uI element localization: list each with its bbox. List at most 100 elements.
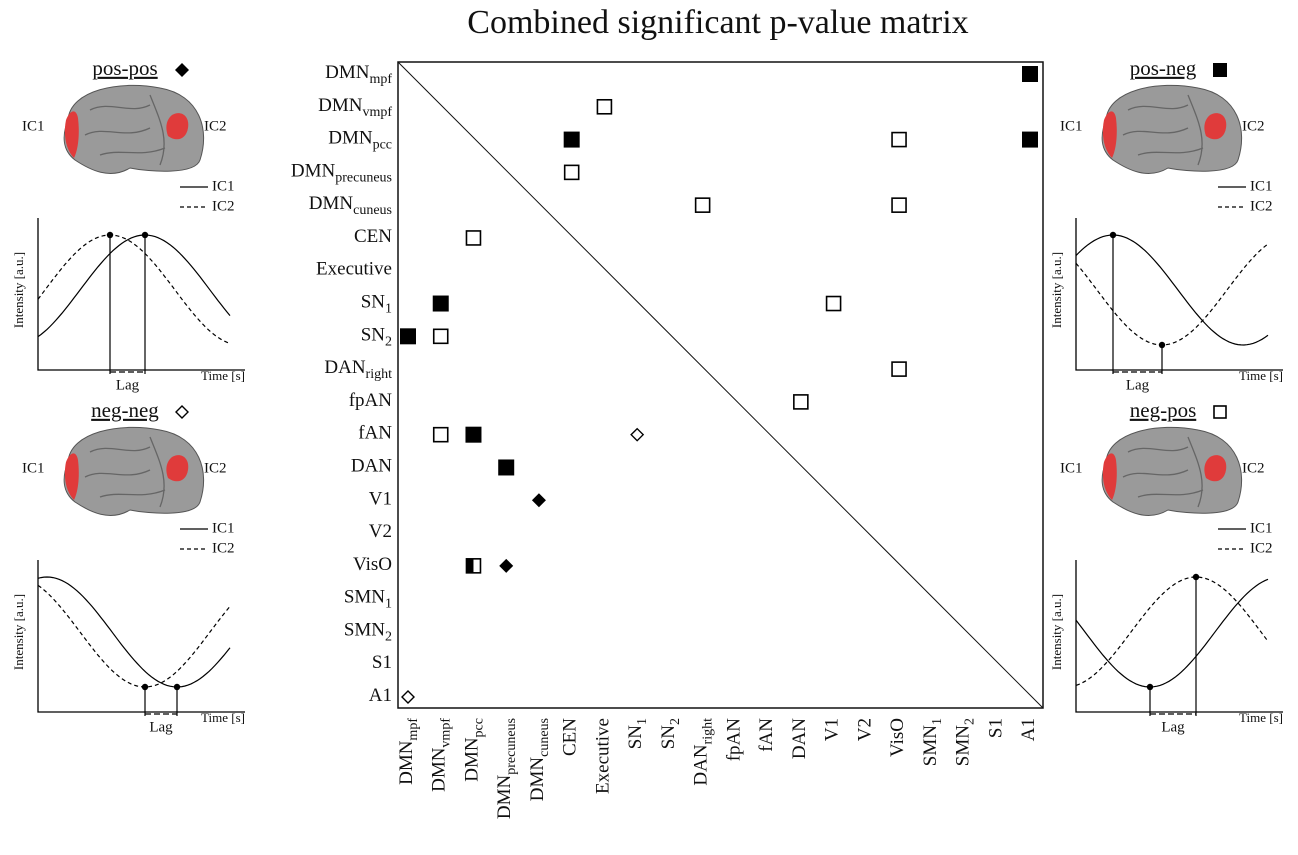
row-label: fAN [358,423,392,444]
y-axis-label: Intensity [a.u.] [1049,252,1064,328]
label-base: DAN [351,456,392,477]
label-base: DAN [789,718,810,759]
label-sub: mpf [406,718,421,741]
lag-label: Lag [149,719,173,735]
panel-symbol [1214,406,1226,418]
y-axis-label: Intensity [a.u.] [1049,594,1064,670]
panel-title: pos-pos [92,56,157,80]
label-sub: right [701,718,716,745]
panel-symbol [1213,63,1227,77]
row-label: V1 [369,489,392,510]
row-label: DANright [324,357,392,382]
row-label: SMN1 [344,587,392,612]
x-axis-label: Time [s] [201,710,245,725]
label-base: fAN [756,718,777,752]
row-label: DMNpcc [328,128,392,153]
ic2-curve [1076,244,1268,345]
label-base: fpAN [724,718,745,762]
label-base: DMN [291,161,336,182]
figure: Combined significant p-value matrix DMNm… [0,0,1298,855]
x-axis-label: Time [s] [201,368,245,383]
matrix-marker [465,427,481,443]
legend-entry: IC2 [1250,540,1273,556]
matrix-marker [400,328,416,344]
column-label: SMN2 [953,718,978,766]
label-sub: vmpf [362,105,392,120]
panel-title: neg-pos [1130,398,1197,422]
ic1-label: IC1 [22,118,45,134]
label-base: DMN [429,747,450,792]
ic1-curve [1076,235,1268,345]
row-label: SN2 [361,325,392,350]
label-base: DMN [527,757,548,802]
label-base: fAN [358,423,392,444]
figure-title: Combined significant p-value matrix [467,4,968,41]
matrix-marker [564,132,580,148]
plot-axes [38,560,245,712]
label-base: A1 [369,685,392,706]
matrix-marker [499,559,513,573]
column-label: A1 [1018,718,1039,741]
row-label: fpAN [349,390,393,411]
matrix-marker [402,691,414,703]
column-label: SMN1 [920,718,945,766]
row-label: Executive [316,259,392,280]
matrix-marker [631,429,643,441]
label-sub: pcc [373,138,392,153]
label-sub: mpf [369,72,392,87]
plot-axes [38,218,245,370]
matrix-marker [466,559,480,573]
label-base: CEN [354,226,392,247]
label-base: DAN [691,744,712,785]
panel-title: pos-neg [1130,56,1197,80]
legend-entry: IC1 [1250,178,1273,194]
matrix-marker [892,362,906,376]
label-base: DAN [324,357,365,378]
label-sub: 1 [385,597,392,612]
label-base: SN [361,325,386,346]
column-label: V1 [822,718,843,741]
ic2-curve [38,235,230,343]
ic1-curve [38,235,230,337]
label-sub: 2 [385,630,392,645]
label-base: DMN [309,194,354,215]
column-label: DMNpcc [462,718,487,782]
row-label: V2 [369,521,392,542]
label-base: SMN [344,620,385,641]
label-sub: 2 [385,335,392,350]
matrix-marker [696,198,710,212]
y-axis-label: Intensity [a.u.] [11,252,26,328]
label-base: CEN [560,718,581,756]
column-label: Executive [593,718,614,794]
panel-symbol [175,63,189,77]
legend-entry: IC2 [212,198,235,214]
lag-label: Lag [1126,377,1150,393]
matrix-marker [1022,66,1038,82]
label-base: A1 [1018,718,1039,741]
legend-entry: IC1 [212,178,235,194]
row-label: A1 [369,685,392,706]
column-label: fAN [756,718,777,752]
legend-entry: IC1 [1250,520,1273,536]
label-sub: 1 [930,718,945,725]
ic1-curve [38,577,230,687]
label-sub: vmpf [439,718,454,748]
label-sub: precuneus [335,171,392,186]
column-label: VisO [887,718,908,757]
label-base: S1 [986,718,1007,738]
label-base: S1 [372,653,392,674]
legend-entry: IC2 [212,540,235,556]
y-axis-label: Intensity [a.u.] [11,594,26,670]
ic1-label: IC1 [22,460,45,476]
label-base: DMN [396,740,417,785]
matrix-marker [892,198,906,212]
column-label: CEN [560,718,581,756]
x-axis-label: Time [s] [1239,710,1283,725]
matrix-marker [827,297,841,311]
matrix-marker [597,100,611,114]
label-base: SN [361,292,386,313]
ic2-label: IC2 [1242,460,1265,476]
column-label: SN2 [658,718,683,749]
column-label: DMNprecuneus [495,718,520,819]
